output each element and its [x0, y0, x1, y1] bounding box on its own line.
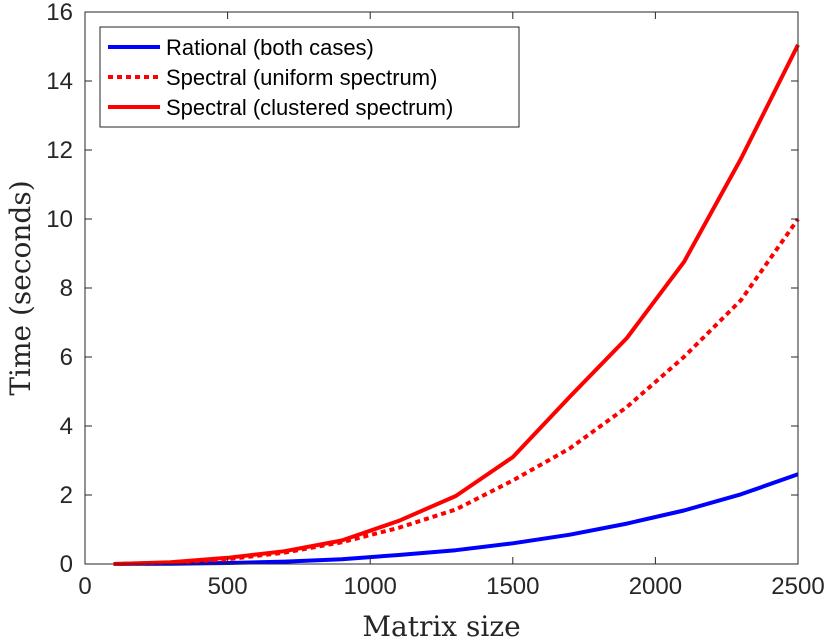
legend-label-spectral-uniform: Spectral (uniform spectrum) — [166, 65, 437, 90]
x-tick-label: 0 — [78, 573, 91, 600]
y-tick-label: 6 — [60, 344, 73, 371]
y-tick-label: 10 — [46, 206, 73, 233]
y-tick-label: 14 — [46, 68, 73, 95]
x-tick-label: 2000 — [629, 573, 682, 600]
x-tick-label: 1500 — [486, 573, 539, 600]
legend-label-rational: Rational (both cases) — [166, 35, 374, 60]
y-tick-label: 2 — [60, 482, 73, 509]
x-tick-label: 500 — [208, 573, 248, 600]
series-line-spectral-uniform — [113, 217, 800, 566]
legend-label-spectral-clustered: Spectral (clustered spectrum) — [166, 95, 453, 120]
legend-box — [99, 26, 520, 128]
y-tick-label: 4 — [60, 413, 73, 440]
series-line-rational — [113, 472, 799, 566]
y-axis-label: Time (seconds) — [4, 180, 37, 395]
ticks-layer: 0 500 1000 1500 2000 2500 0 2 4 6 8 10 12 14 16 — [46, 0, 824, 600]
y-tick-label: 12 — [46, 137, 73, 164]
x-tick-label: 1000 — [344, 573, 397, 600]
y-tick-label: 16 — [46, 0, 73, 26]
x-tick-label: 2500 — [771, 573, 824, 600]
x-axis-label: Matrix size — [362, 610, 520, 640]
legend: Rational (both cases) Spectral (uniform … — [99, 26, 520, 128]
y-tick-label: 8 — [60, 275, 73, 302]
y-tick-label: 0 — [60, 551, 73, 578]
